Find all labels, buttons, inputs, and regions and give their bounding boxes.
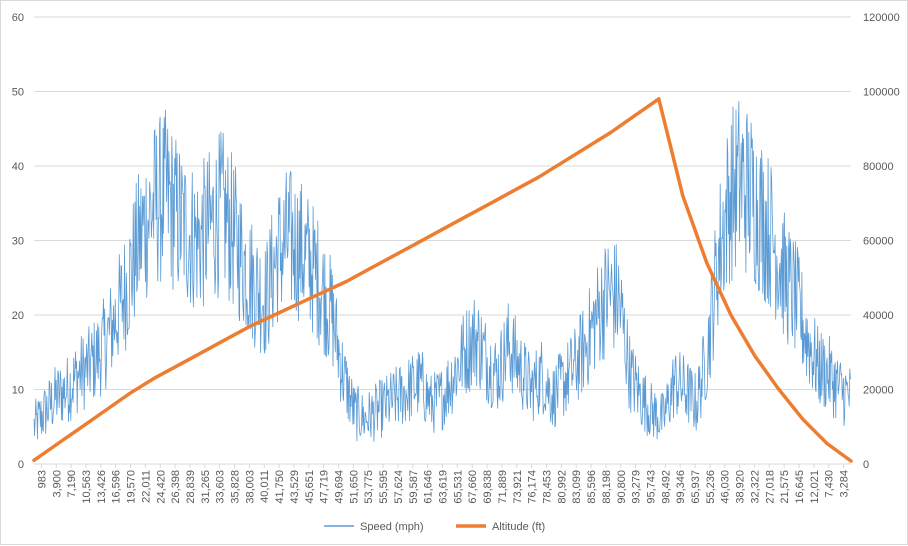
x-tick-label: 43,529 <box>289 470 301 504</box>
x-tick-label: 28,839 <box>185 470 197 504</box>
left-axis-ticks: 0 10 20 30 40 50 60 <box>12 12 24 471</box>
x-tick-label: 13,426 <box>96 470 108 504</box>
x-tick-label: 35,828 <box>230 470 242 504</box>
x-tick-label: 22,011 <box>140 470 152 503</box>
x-tick-label: 83,099 <box>571 470 583 504</box>
x-tick-label: 24,420 <box>155 470 167 504</box>
right-tick-label: 100000 <box>863 87 900 99</box>
x-tick-label: 3,284 <box>839 470 851 498</box>
x-tick-label: 12,021 <box>809 470 821 504</box>
altitude-series <box>32 97 853 463</box>
left-tick-label: 0 <box>18 459 24 471</box>
legend-speed-label: Speed (mph) <box>360 521 424 533</box>
legend: Speed (mph) Altitude (ft) <box>324 521 545 533</box>
x-tick-label: 47,719 <box>319 470 331 504</box>
left-tick-label: 50 <box>12 87 24 99</box>
x-tick-label: 7,190 <box>66 470 78 498</box>
x-tick-label: 99,346 <box>675 470 687 504</box>
x-tick-label: 57,624 <box>393 470 405 504</box>
x-tick-label: 26,398 <box>170 470 182 504</box>
speed-series <box>33 101 852 442</box>
x-tick-label: 88,198 <box>601 470 613 504</box>
x-tick-label: 45,651 <box>304 470 316 504</box>
x-tick-label: 40,011 <box>259 470 271 503</box>
left-tick-label: 10 <box>12 385 24 397</box>
altitude-line <box>32 97 853 463</box>
left-tick-label: 60 <box>12 12 24 24</box>
left-tick-label: 40 <box>12 161 24 173</box>
right-tick-label: 0 <box>863 459 869 471</box>
x-tick-label: 31,265 <box>200 470 212 504</box>
x-tick-label: 27,018 <box>764 470 776 504</box>
x-tick-label: 73,921 <box>512 470 524 504</box>
speed-line <box>33 101 852 442</box>
x-tick-label: 7,430 <box>824 470 836 498</box>
x-tick-label: 71,889 <box>497 470 509 504</box>
x-tick-label: 3,900 <box>51 470 63 498</box>
x-tick-label: 59,587 <box>408 470 420 504</box>
x-tick-label: 93,279 <box>631 470 643 504</box>
x-tick-label: 65,531 <box>452 470 464 504</box>
x-tick-label: 38,920 <box>735 470 747 504</box>
right-tick-label: 40000 <box>863 310 894 322</box>
x-tick-label: 33,603 <box>215 470 227 504</box>
x-tick-label: 98,492 <box>660 470 672 504</box>
x-tick-label: 32,322 <box>749 470 761 504</box>
x-tick-label: 55,595 <box>378 470 390 504</box>
x-tick-label: 21,575 <box>779 470 791 504</box>
x-tick-label: 85,596 <box>586 470 598 504</box>
right-tick-label: 60000 <box>863 236 894 248</box>
x-tick-label: 69,838 <box>482 470 494 504</box>
x-tick-label: 41,750 <box>274 470 286 504</box>
gridlines <box>34 16 851 390</box>
left-tick-label: 20 <box>12 310 24 322</box>
x-tick-label: 51,650 <box>348 470 360 504</box>
x-tick-label: 90,800 <box>616 470 628 504</box>
x-tick-label: 16,645 <box>794 470 806 504</box>
x-tick-label: 49,694 <box>334 470 346 504</box>
x-tick-label: 53,775 <box>363 470 375 504</box>
right-axis-ticks: 0 20000 40000 60000 80000 100000 120000 <box>863 12 900 471</box>
x-axis-ticks: 983 3,900 7,190 10,563 13,426 16,596 19,570 22,… <box>36 464 851 504</box>
x-tick-label: 983 <box>36 470 48 488</box>
x-tick-label: 38,003 <box>244 470 256 504</box>
x-tick-label: 80,992 <box>556 470 568 504</box>
x-tick-label: 63,619 <box>438 470 450 504</box>
x-tick-label: 19,570 <box>126 470 138 504</box>
x-tick-label: 67,660 <box>467 470 479 504</box>
right-tick-label: 80000 <box>863 161 894 173</box>
x-tick-label: 46,030 <box>720 470 732 504</box>
x-tick-label: 10,563 <box>81 470 93 504</box>
x-tick-label: 78,453 <box>541 470 553 504</box>
x-tick-label: 16,596 <box>111 470 123 504</box>
left-tick-label: 30 <box>12 236 24 248</box>
x-tick-label: 95,743 <box>645 470 657 504</box>
x-tick-label: 55,236 <box>705 470 717 504</box>
x-tick-label: 76,174 <box>527 470 539 504</box>
x-tick-label: 65,937 <box>690 470 702 504</box>
right-tick-label: 120000 <box>863 12 900 24</box>
x-tick-label: 61,646 <box>423 470 435 504</box>
right-tick-label: 20000 <box>863 385 894 397</box>
legend-altitude-label: Altitude (ft) <box>492 521 545 533</box>
